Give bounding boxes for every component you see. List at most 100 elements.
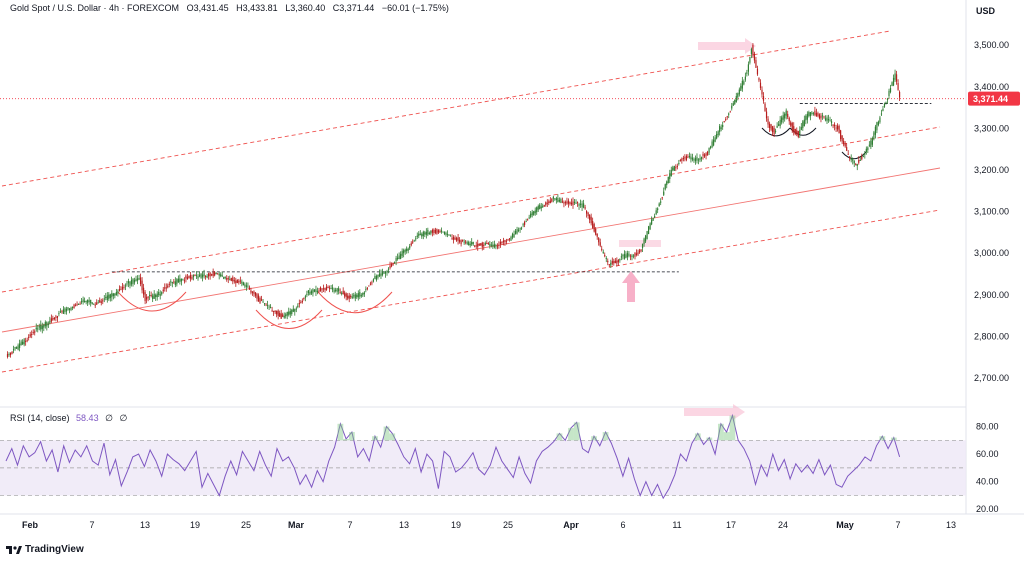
candle-body — [345, 293, 347, 297]
candle-body — [552, 196, 554, 199]
tradingview-icon — [6, 545, 22, 554]
candle-body — [235, 280, 237, 284]
candle-body — [883, 104, 886, 107]
candle-body — [604, 255, 606, 257]
candle-body — [70, 307, 72, 310]
candle-body — [100, 301, 102, 303]
candle-body — [537, 206, 539, 210]
candle-body — [634, 253, 636, 257]
candle-body — [584, 207, 586, 209]
candle-body — [14, 346, 16, 349]
candle-body — [431, 230, 433, 233]
candle-body — [576, 202, 579, 204]
candle-body — [197, 276, 199, 279]
high-value: H3,433.81 — [236, 3, 278, 13]
candle-body — [688, 156, 691, 158]
candle-body — [279, 312, 281, 317]
candle-body — [489, 243, 491, 246]
candle-body — [572, 201, 574, 206]
time-tick-label: 19 — [190, 520, 200, 530]
rsi-overbought-fill — [343, 438, 350, 441]
candle-body — [623, 253, 626, 259]
candle-body — [546, 202, 548, 204]
candle-body — [460, 240, 462, 245]
candle-body — [223, 276, 225, 279]
candle-body — [527, 219, 529, 221]
candle-body — [746, 72, 748, 74]
candle-body — [46, 322, 48, 327]
candle-body — [481, 242, 483, 247]
candle-body — [180, 278, 182, 282]
candle-body — [303, 297, 305, 299]
candle-body — [490, 244, 492, 246]
candle-body — [582, 203, 585, 208]
candle-body — [412, 241, 414, 243]
symbol-title: Gold Spot / U.S. Dollar · 4h · FOREXCOM — [10, 3, 180, 13]
candle-body — [542, 205, 544, 208]
candle-body — [486, 243, 488, 245]
candle-body — [286, 312, 288, 316]
candle-body — [282, 314, 284, 317]
candle-body — [313, 289, 316, 292]
candle-body — [784, 113, 786, 119]
candle-body — [507, 239, 509, 241]
candle-body — [32, 332, 34, 334]
candle-body — [297, 305, 299, 308]
candle-body — [142, 287, 145, 295]
candle-body — [892, 77, 895, 86]
candle-body — [12, 349, 15, 351]
candle-body — [150, 295, 152, 297]
candle-body — [260, 299, 263, 301]
candle-body — [555, 198, 557, 201]
candle-body — [11, 351, 13, 354]
candle-body — [554, 198, 556, 200]
candle-body — [592, 221, 594, 228]
candle-body — [26, 339, 28, 341]
candle-body — [67, 307, 69, 310]
candle-body — [607, 260, 609, 263]
candle-body — [15, 347, 18, 349]
candle-body — [341, 292, 343, 294]
candle-body — [9, 352, 12, 356]
candle-body — [520, 227, 523, 229]
candle-body — [191, 277, 193, 279]
candle-body — [126, 283, 128, 285]
candle-body — [758, 78, 760, 81]
candle-body — [109, 294, 111, 299]
candle-body — [670, 169, 672, 177]
rsi-overbought-fill — [568, 427, 574, 441]
candle-body — [211, 274, 213, 276]
candle-body — [725, 119, 727, 121]
candle-body — [694, 158, 697, 162]
candle-body — [271, 310, 273, 312]
candle-body — [880, 113, 883, 115]
time-tick-label: 25 — [503, 520, 513, 530]
candle-body — [673, 166, 675, 171]
candle-body — [61, 311, 63, 313]
candle-body — [186, 277, 189, 280]
candle-body — [477, 243, 479, 247]
candle-body — [898, 91, 901, 98]
candle-body — [590, 216, 592, 224]
price-tick-label: 3,300.00 — [974, 123, 1009, 133]
price-tick-label: 3,500.00 — [974, 40, 1009, 50]
close-value: C3,371.44 — [332, 3, 375, 13]
candle-body — [498, 244, 500, 246]
candle-body — [19, 343, 21, 348]
candle-body — [403, 250, 405, 254]
candle-body — [684, 157, 686, 159]
candle-body — [729, 111, 731, 113]
candle-body — [6, 354, 9, 357]
candle-body — [339, 291, 341, 293]
candle-body — [347, 295, 349, 299]
candle-body — [843, 140, 845, 144]
candle-body — [266, 304, 269, 306]
channel-line — [1, 126, 941, 293]
candle-body — [743, 81, 745, 85]
candle-body — [560, 198, 562, 203]
candle-body — [629, 255, 632, 257]
candle-body — [268, 306, 270, 308]
candle-body — [753, 53, 756, 61]
candle-body — [31, 334, 33, 336]
